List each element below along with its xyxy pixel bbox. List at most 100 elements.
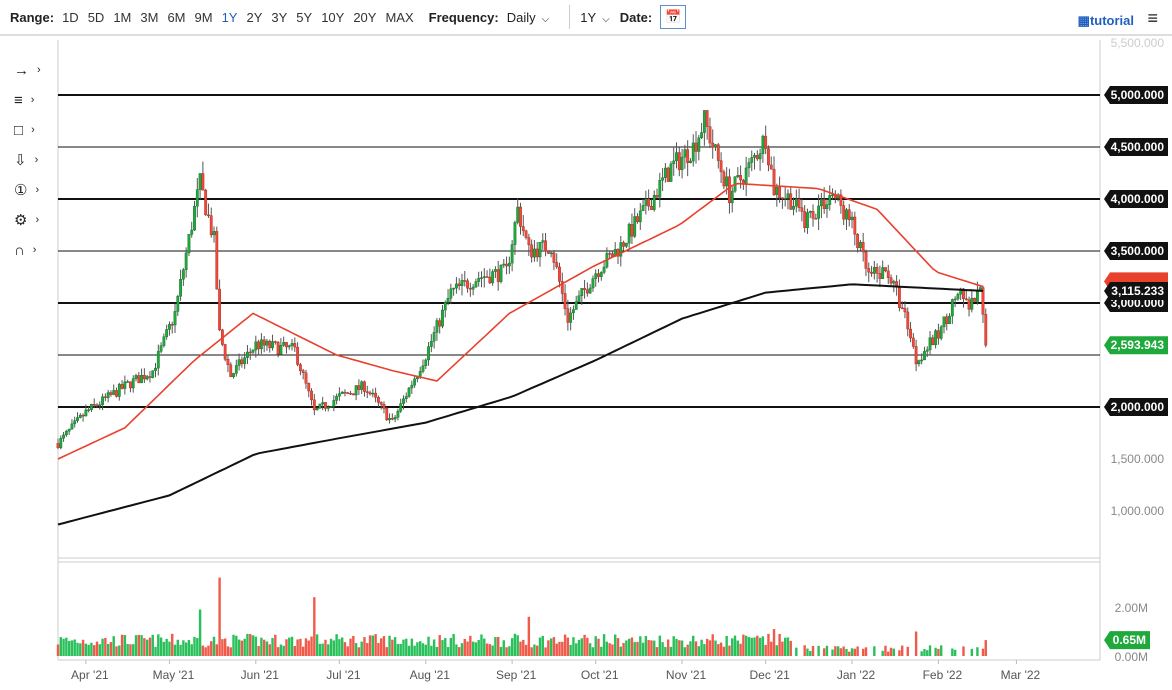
volume-bar xyxy=(477,639,480,656)
volume-bar xyxy=(70,640,74,656)
volume-bar xyxy=(246,633,249,656)
volume-bar xyxy=(731,638,734,656)
volume-bar xyxy=(187,639,191,656)
candle-body xyxy=(485,276,489,278)
volume-bar xyxy=(558,641,561,656)
volume-bar xyxy=(714,640,717,656)
candle-body xyxy=(730,190,734,204)
volume-bar xyxy=(338,639,341,656)
range-5d[interactable]: 5D xyxy=(87,9,105,25)
range-9m[interactable]: 9M xyxy=(194,9,213,25)
range-3y[interactable]: 3Y xyxy=(271,9,288,25)
range-2y[interactable]: 2Y xyxy=(246,9,263,25)
volume-bar xyxy=(243,638,246,656)
volume-bar xyxy=(694,641,698,656)
range-1m[interactable]: 1M xyxy=(113,9,132,25)
volume-bar xyxy=(307,640,310,656)
candle-body xyxy=(775,187,779,195)
drawing-tool-4[interactable]: ① › xyxy=(14,182,40,199)
period-select[interactable]: 1Y ⌵ xyxy=(580,10,620,25)
volume-bar xyxy=(881,650,884,656)
candle-body xyxy=(794,198,798,207)
candle-body xyxy=(134,375,138,379)
volume-bar xyxy=(143,638,146,656)
volume-bar xyxy=(783,637,787,656)
range-10y[interactable]: 10Y xyxy=(321,9,345,25)
volume-bar xyxy=(137,634,140,656)
volume-bar xyxy=(363,637,366,656)
candle-body xyxy=(209,215,213,236)
candle-body xyxy=(137,375,141,384)
range-6m[interactable]: 6M xyxy=(167,9,186,25)
range-max[interactable]: MAX xyxy=(385,9,414,25)
candle-body xyxy=(948,315,951,325)
volume-bar xyxy=(522,639,525,656)
volume-bar xyxy=(299,638,302,656)
volume-bar xyxy=(293,646,297,656)
range-3m[interactable]: 3M xyxy=(140,9,159,25)
volume-bar xyxy=(664,647,667,656)
candle-body xyxy=(527,237,531,246)
x-tick-label: Mar '22 xyxy=(1001,668,1041,682)
candle-body xyxy=(872,267,876,274)
volume-bar xyxy=(76,642,79,656)
drawing-tool-2[interactable]: □ › xyxy=(14,121,35,139)
candle-body xyxy=(218,288,221,331)
volume-bar xyxy=(179,644,182,656)
volume-bar xyxy=(786,637,790,656)
volume-bar xyxy=(87,644,90,656)
drawing-tool-1[interactable]: ≡ › xyxy=(14,91,35,109)
candle-body xyxy=(945,316,949,325)
drawing-tool-5[interactable]: ⚙ › xyxy=(14,212,40,229)
candle-body xyxy=(939,326,943,339)
volume-bar xyxy=(301,646,305,656)
candle-body xyxy=(466,280,469,289)
volume-bar xyxy=(223,638,227,656)
volume-bar xyxy=(856,646,859,656)
volume-bar xyxy=(602,634,606,656)
volume-bar xyxy=(580,638,583,656)
candle-body xyxy=(106,392,110,398)
volume-bar xyxy=(226,646,230,656)
calendar-icon[interactable]: 📅 xyxy=(660,5,687,29)
volume-bar xyxy=(421,643,425,656)
candle-body xyxy=(304,372,308,384)
candle-body xyxy=(691,142,695,162)
volume-bar xyxy=(923,649,926,656)
range-1y[interactable]: 1Y xyxy=(221,9,238,25)
candle-body xyxy=(156,351,160,369)
volume-bar xyxy=(313,597,316,656)
volume-bar xyxy=(633,642,636,656)
range-5y[interactable]: 5Y xyxy=(296,9,313,25)
drawing-tool-0[interactable]: → › xyxy=(14,61,41,79)
candle-body xyxy=(663,167,667,178)
tutorial-link[interactable]: ▦tutorial xyxy=(1078,13,1134,29)
candle-body xyxy=(800,207,804,212)
candle-body xyxy=(290,343,294,346)
volume-bar xyxy=(984,640,987,656)
candle-body xyxy=(970,298,974,310)
y-tick-label-bg xyxy=(1104,190,1168,208)
frequency-select[interactable]: Daily ⌵ xyxy=(507,10,560,25)
candle-body xyxy=(889,277,893,284)
drawing-tool-6[interactable]: ∩ › xyxy=(14,241,37,259)
candle-body xyxy=(449,288,453,299)
candle-body xyxy=(914,346,918,365)
candle-body xyxy=(404,396,408,400)
y-tick-label-bg xyxy=(1104,398,1168,416)
candle-body xyxy=(468,288,472,290)
candle-body xyxy=(390,417,394,420)
candle-body xyxy=(549,252,553,255)
range-20y[interactable]: 20Y xyxy=(353,9,377,25)
volume-bar xyxy=(410,638,414,656)
volume-bar xyxy=(842,646,845,656)
volume-bar xyxy=(705,638,709,656)
range-1d[interactable]: 1D xyxy=(62,9,79,25)
candle-body xyxy=(845,209,848,220)
candle-body xyxy=(165,329,169,337)
drawing-tool-3[interactable]: ⇩ › xyxy=(14,152,39,169)
candle-body xyxy=(666,167,670,182)
volume-bar xyxy=(692,635,695,656)
menu-icon[interactable]: ≡ xyxy=(1147,8,1158,28)
